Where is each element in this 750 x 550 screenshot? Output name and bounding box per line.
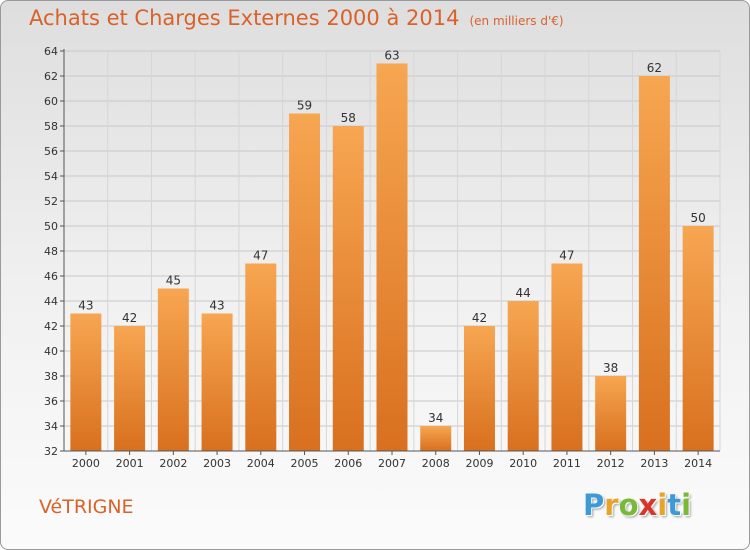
- data-label: 42: [472, 311, 487, 325]
- y-tick-label: 64: [44, 45, 58, 58]
- y-tick-label: 34: [44, 420, 58, 433]
- bar-2014: [682, 226, 714, 451]
- chart-title: Achats et Charges Externes 2000 à 2014: [29, 6, 460, 30]
- data-label: 43: [78, 299, 93, 313]
- bar-2002: [157, 288, 189, 451]
- y-tick-label: 32: [44, 445, 58, 458]
- logo-letter: x: [638, 488, 658, 522]
- y-tick-label: 40: [44, 345, 58, 358]
- bar-2011: [551, 263, 583, 451]
- data-label: 59: [297, 99, 312, 113]
- y-tick-label: 48: [44, 245, 58, 258]
- bar-2003: [201, 313, 233, 451]
- logo-letter: r: [604, 488, 619, 522]
- logo-letter: t: [667, 488, 682, 522]
- y-tick-label: 54: [44, 170, 58, 183]
- bar-2006: [332, 126, 364, 451]
- x-tick-label: 2013: [640, 457, 668, 470]
- data-label: 43: [209, 299, 224, 313]
- data-label: 47: [253, 249, 268, 263]
- bar-2001: [114, 326, 146, 451]
- data-label: 62: [647, 61, 662, 75]
- data-label: 63: [384, 49, 399, 63]
- axes: 32 34 36 38 40 42 44 46 48 50 52 54 56 58 60 62 64 2000 20…: [44, 45, 720, 470]
- commune-name: VéTRIGNE: [39, 496, 134, 518]
- x-tick-label: 2005: [291, 457, 319, 470]
- bar-2008: [420, 426, 452, 451]
- bar-2000: [70, 313, 102, 451]
- y-tick-label: 36: [44, 395, 58, 408]
- y-tick-label: 44: [44, 295, 58, 308]
- y-tick-label: 46: [44, 270, 58, 283]
- bar-2007: [376, 63, 408, 451]
- data-label: 50: [690, 211, 705, 225]
- x-tick-label: 2014: [684, 457, 712, 470]
- x-tick-label: 2011: [553, 457, 581, 470]
- x-tick-label: 2006: [334, 457, 362, 470]
- x-tick-label: 2002: [159, 457, 187, 470]
- data-label: 47: [559, 249, 574, 263]
- y-tick-label: 42: [44, 320, 58, 333]
- proxiti-logo: Proxiti: [583, 488, 691, 522]
- x-tick-label: 2001: [116, 457, 144, 470]
- data-label: 38: [603, 361, 618, 375]
- logo-letter: P: [583, 488, 605, 522]
- x-tick-label: 2012: [597, 457, 625, 470]
- bar-2013: [638, 76, 670, 451]
- x-tick-label: 2003: [203, 457, 231, 470]
- bar-2012: [595, 376, 627, 451]
- data-label: 44: [516, 286, 531, 300]
- y-tick-label: 60: [44, 95, 58, 108]
- y-tick-label: 38: [44, 370, 58, 383]
- bars: 43 42 45 43 47 59 58 63 34 42 44 47 38 62 50: [70, 49, 714, 451]
- x-tick-label: 2000: [72, 457, 100, 470]
- data-label: 45: [166, 274, 181, 288]
- x-tick-label: 2009: [465, 457, 493, 470]
- data-label: 58: [341, 111, 356, 125]
- logo-letter: i: [657, 488, 668, 522]
- bar-2009: [463, 326, 495, 451]
- chart-title-block: Achats et Charges Externes 2000 à 2014 (e…: [29, 6, 564, 30]
- bar-2004: [245, 263, 277, 451]
- y-tick-label: 56: [44, 145, 58, 158]
- bar-2005: [289, 113, 321, 451]
- y-tick-label: 62: [44, 70, 58, 83]
- y-tick-label: 58: [44, 120, 58, 133]
- x-tick-label: 2008: [422, 457, 450, 470]
- x-tick-label: 2007: [378, 457, 406, 470]
- x-tick-label: 2010: [509, 457, 537, 470]
- logo-letter: o: [618, 488, 639, 522]
- logo-letter: i: [681, 488, 692, 522]
- y-tick-label: 52: [44, 195, 58, 208]
- y-tick-label: 50: [44, 220, 58, 233]
- data-label: 34: [428, 411, 443, 425]
- chart-unit-subtitle: (en milliers d'€): [469, 14, 564, 28]
- data-label: 42: [122, 311, 137, 325]
- x-tick-label: 2004: [247, 457, 275, 470]
- bar-2010: [507, 301, 539, 451]
